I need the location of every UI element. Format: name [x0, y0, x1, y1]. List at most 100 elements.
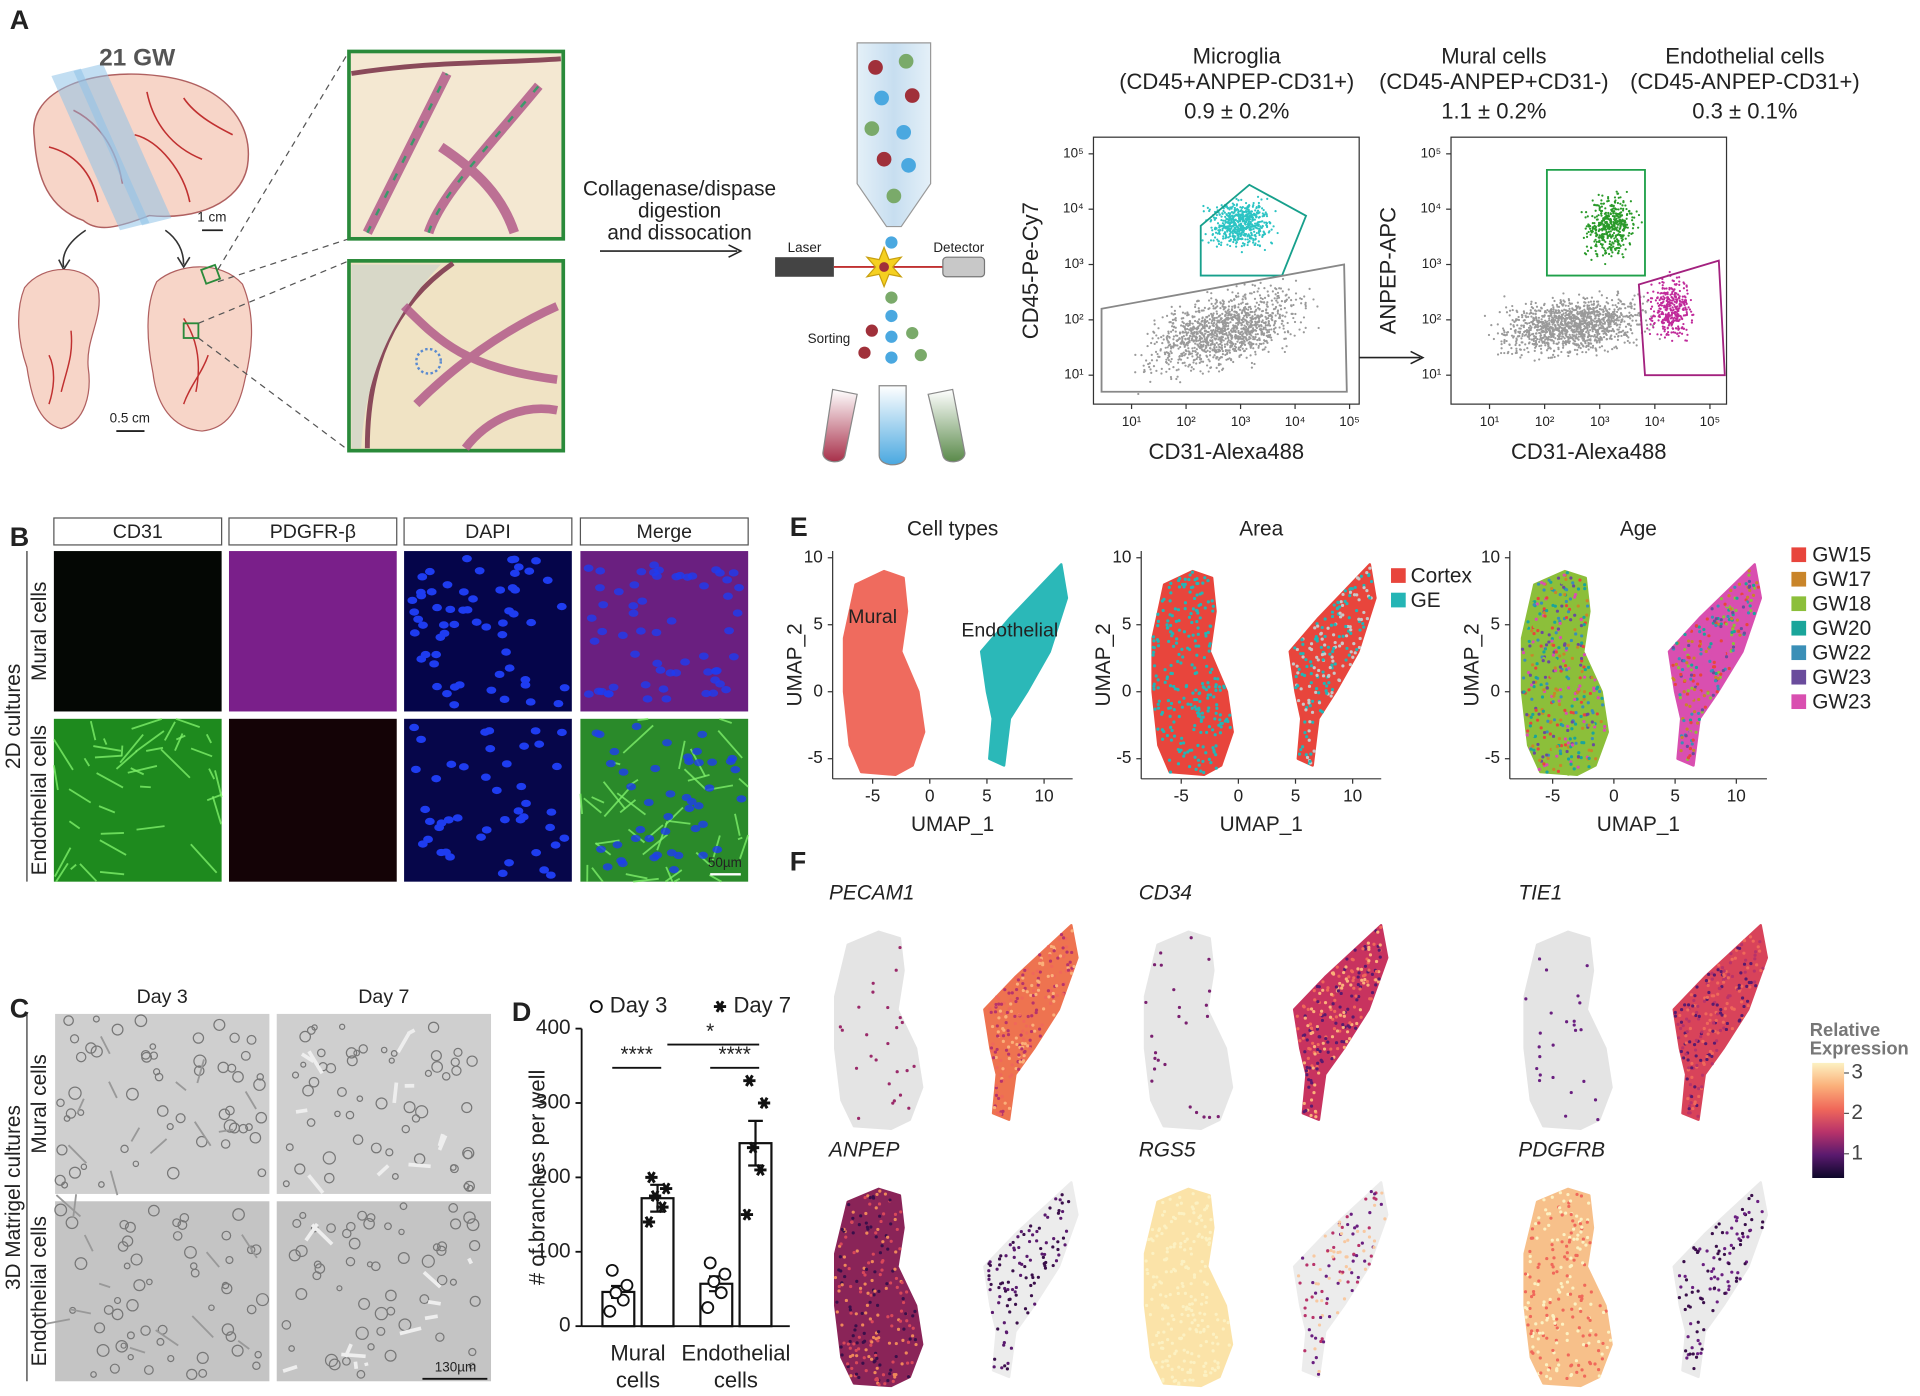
event	[1240, 328, 1242, 330]
cluster	[981, 564, 1067, 765]
event	[1528, 333, 1530, 335]
event	[1595, 253, 1597, 255]
event	[1609, 315, 1611, 317]
event	[1182, 362, 1184, 364]
nucleus	[603, 863, 613, 870]
event	[1515, 318, 1517, 320]
event	[1582, 322, 1584, 324]
tube-segment	[366, 1363, 367, 1366]
event	[1284, 307, 1286, 309]
event	[1629, 317, 1631, 319]
event	[1596, 215, 1598, 217]
nucleus	[410, 629, 420, 636]
event	[1198, 346, 1200, 348]
population-name: Microglia	[1193, 43, 1282, 68]
x-tick-label: 10¹	[1480, 414, 1500, 429]
nucleus	[504, 859, 514, 866]
nucleus	[431, 651, 441, 658]
event	[1247, 244, 1249, 246]
nucleus	[492, 787, 502, 794]
event	[1594, 338, 1596, 340]
event	[1550, 314, 1552, 316]
plot-title: Cell types	[907, 518, 998, 541]
event	[1269, 222, 1271, 224]
event	[1602, 243, 1604, 245]
cell-point	[1173, 734, 1176, 737]
event	[1238, 230, 1240, 232]
event	[1678, 284, 1680, 286]
event	[1234, 239, 1236, 241]
population-markers: (CD45-ANPEP-CD31+)	[1630, 69, 1860, 94]
event	[1254, 223, 1256, 225]
cell-point	[1201, 760, 1204, 763]
event	[1256, 302, 1258, 304]
x-tick-label: 5	[982, 786, 992, 806]
event	[1212, 305, 1214, 307]
event	[1226, 343, 1228, 345]
event	[1584, 216, 1586, 218]
event	[1199, 322, 1201, 324]
event	[1199, 370, 1201, 372]
event	[1254, 353, 1256, 355]
event	[1210, 239, 1212, 241]
nucleus	[609, 684, 619, 691]
event	[1503, 295, 1505, 297]
event	[1232, 202, 1234, 204]
event	[1247, 329, 1249, 331]
event	[1253, 228, 1255, 230]
event	[1607, 212, 1609, 214]
event	[1281, 320, 1283, 322]
channel-label: Merge	[637, 521, 693, 543]
event	[1664, 336, 1666, 338]
event	[1544, 344, 1546, 346]
event	[1217, 338, 1219, 340]
event	[1160, 348, 1162, 350]
event	[1642, 302, 1644, 304]
event	[1669, 271, 1671, 273]
event	[1552, 336, 1554, 338]
event	[1237, 228, 1239, 230]
event	[1604, 207, 1606, 209]
event	[1625, 326, 1627, 328]
event	[1616, 311, 1618, 313]
scale-label: 130µm	[435, 1359, 476, 1374]
event	[1246, 334, 1248, 336]
event	[1237, 324, 1239, 326]
event	[1179, 381, 1181, 383]
event	[1600, 203, 1602, 205]
scale-label: 50µm	[708, 855, 742, 870]
event	[1156, 359, 1158, 361]
cell-point	[1156, 613, 1159, 616]
event	[1618, 219, 1620, 221]
event	[1292, 317, 1294, 319]
event	[1242, 335, 1244, 337]
event	[1606, 334, 1608, 336]
event	[1196, 356, 1198, 358]
event	[1184, 346, 1186, 348]
cell-point	[1172, 685, 1175, 688]
cell-point	[1157, 703, 1160, 706]
event	[1213, 354, 1215, 356]
event	[1556, 304, 1558, 306]
event	[1235, 346, 1237, 348]
event	[1235, 343, 1237, 345]
event	[1170, 347, 1172, 349]
event	[1231, 235, 1233, 237]
event	[1606, 329, 1608, 331]
event	[1231, 327, 1233, 329]
event	[1598, 222, 1600, 224]
event	[1262, 298, 1264, 300]
nucleus	[440, 630, 450, 637]
event	[1567, 355, 1569, 357]
event	[1666, 315, 1668, 317]
event	[1589, 225, 1591, 227]
event	[1240, 235, 1242, 237]
event	[1552, 310, 1554, 312]
cell-point	[1152, 654, 1155, 657]
nucleus	[534, 741, 544, 748]
event	[1649, 333, 1651, 335]
event	[1221, 229, 1223, 231]
event	[1511, 335, 1513, 337]
event	[1253, 234, 1255, 236]
event	[1684, 295, 1686, 297]
